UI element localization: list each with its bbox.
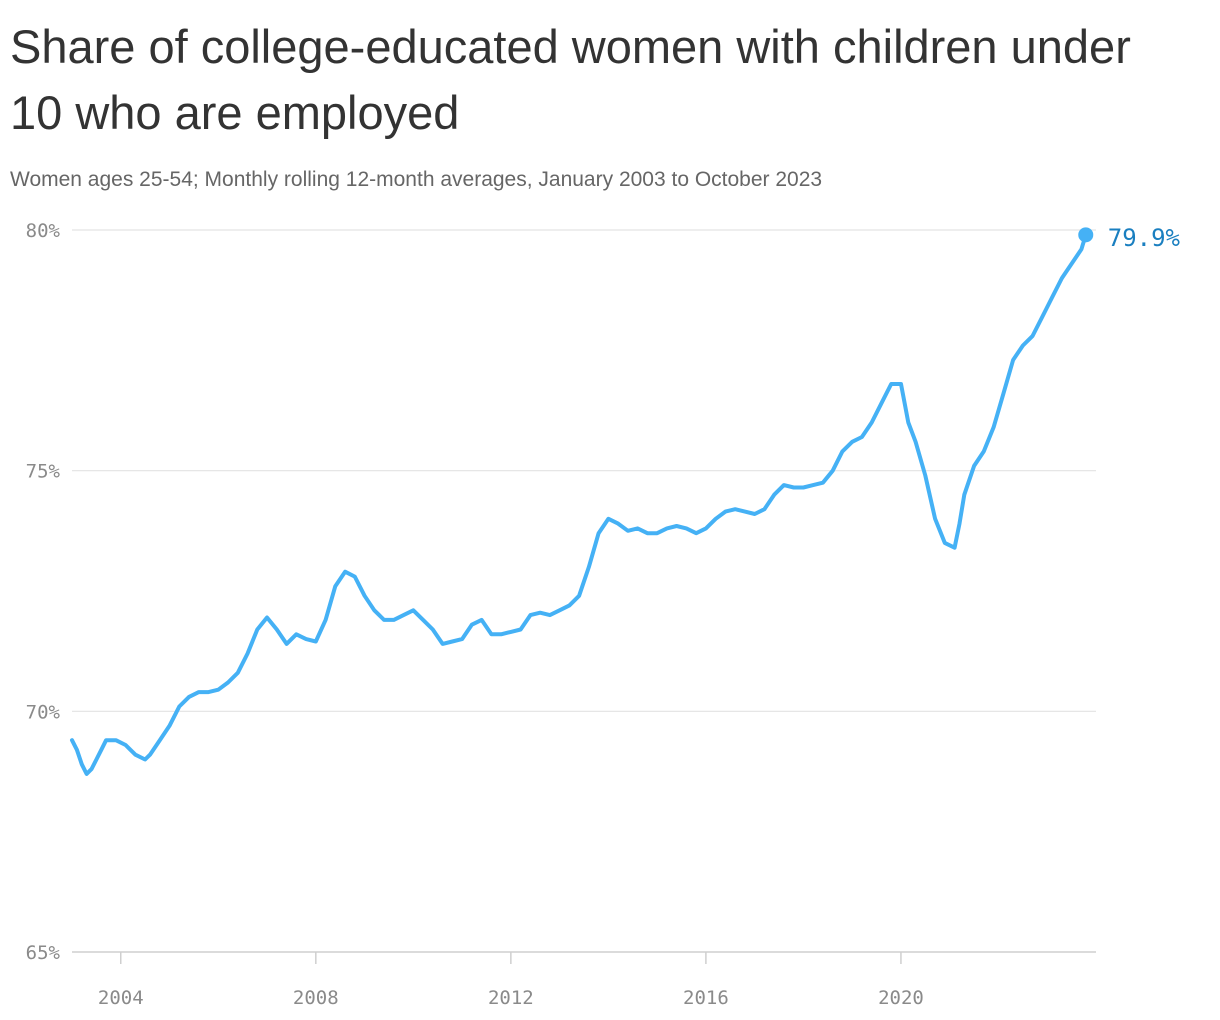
end-point-marker <box>1078 227 1094 243</box>
x-tick-label: 2016 <box>683 987 729 1009</box>
series-line <box>70 232 1088 776</box>
y-tick-label: 75% <box>26 461 61 483</box>
grid-lines <box>72 229 1096 953</box>
y-tick-label: 80% <box>26 220 61 242</box>
y-tick-label: 65% <box>26 942 61 964</box>
x-tick-label: 2020 <box>878 987 924 1009</box>
x-axis: 2004 2008 2012 2016 2020 <box>98 952 924 1009</box>
chart-title: Share of college-educated women with chi… <box>10 20 1131 139</box>
y-axis: 80% 75% 70% 65% <box>26 220 61 964</box>
chart-subtitle: Women ages 25-54; Monthly rolling 12-mon… <box>10 168 823 191</box>
x-tick-label: 2012 <box>488 987 534 1009</box>
x-tick-label: 2008 <box>293 987 339 1009</box>
x-tick-label: 2004 <box>98 987 144 1009</box>
y-tick-label: 70% <box>26 701 61 723</box>
series-layer: 79.9% <box>70 224 1181 776</box>
end-value-label: 79.9% <box>1108 224 1181 252</box>
